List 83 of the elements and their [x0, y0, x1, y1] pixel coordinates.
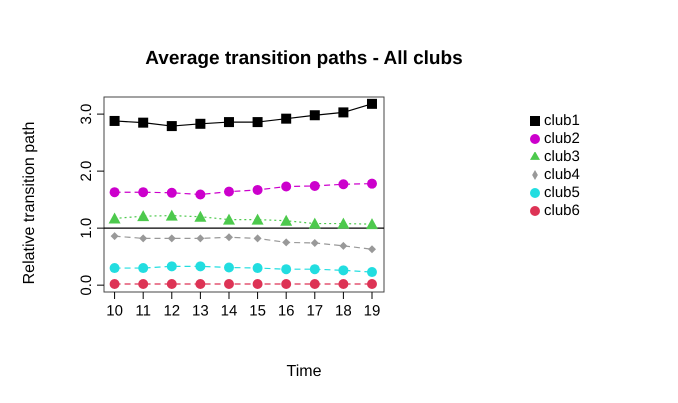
- point: [224, 279, 234, 290]
- point: [366, 279, 377, 290]
- legend-label: club1: [544, 112, 580, 129]
- point: [310, 110, 320, 120]
- point: [138, 263, 148, 274]
- point: [368, 245, 376, 254]
- point: [224, 186, 234, 197]
- x-tick-label: 13: [192, 302, 209, 320]
- point: [138, 187, 148, 198]
- point: [110, 187, 120, 198]
- point: [196, 234, 204, 242]
- legend-label: club6: [544, 202, 580, 219]
- x-tick-label: 12: [163, 302, 180, 320]
- point: [280, 214, 292, 226]
- x-tick-label: 19: [364, 302, 380, 320]
- chart-title: Average transition paths - All clubs: [144, 48, 464, 70]
- point: [110, 263, 120, 274]
- point: [166, 210, 178, 221]
- point: [281, 182, 292, 192]
- point: [195, 261, 206, 272]
- point: [224, 233, 233, 242]
- point: [168, 234, 176, 242]
- x-axis-title: Time: [286, 363, 322, 381]
- point: [339, 242, 348, 250]
- point: [166, 188, 177, 198]
- legend-label: club2: [544, 130, 580, 147]
- point: [138, 118, 148, 128]
- point: [224, 117, 234, 128]
- point: [366, 218, 378, 230]
- point: [252, 279, 263, 290]
- x-tick-label: 15: [249, 302, 266, 320]
- point: [195, 118, 206, 129]
- point: [281, 264, 292, 274]
- point: [110, 232, 119, 240]
- point: [366, 267, 377, 278]
- point: [338, 107, 348, 118]
- point: [338, 265, 348, 276]
- point: [110, 116, 120, 126]
- x-tick-label: 10: [106, 302, 123, 320]
- point: [338, 179, 348, 190]
- point: [252, 214, 264, 225]
- point: [281, 114, 292, 124]
- point: [194, 210, 206, 222]
- point: [110, 279, 120, 290]
- x-tick-label: 11: [135, 302, 151, 320]
- point: [137, 210, 150, 222]
- point: [252, 184, 263, 195]
- y-tick-label: 3.0: [78, 104, 95, 125]
- point: [166, 121, 177, 132]
- legend-label: club4: [544, 166, 580, 183]
- x-tick-label: 16: [278, 302, 295, 320]
- point: [252, 117, 263, 128]
- point: [282, 238, 290, 246]
- point: [252, 263, 263, 274]
- point: [337, 218, 350, 229]
- point: [310, 279, 320, 290]
- point: [108, 212, 121, 224]
- x-tick-label: 18: [335, 302, 352, 320]
- y-axis-title: Relative transition path: [21, 122, 39, 284]
- point: [166, 261, 177, 272]
- point: [138, 279, 148, 290]
- point: [224, 262, 234, 272]
- legend-label: club5: [544, 184, 580, 201]
- point: [254, 234, 262, 242]
- point: [166, 279, 177, 290]
- point: [310, 238, 319, 247]
- x-tick-label: 14: [220, 302, 238, 320]
- point: [338, 279, 348, 290]
- x-tick-label: 17: [306, 302, 324, 320]
- point: [195, 190, 206, 200]
- legend-label: club3: [544, 148, 580, 165]
- point: [308, 218, 321, 229]
- point: [139, 234, 148, 242]
- y-tick-label: 2.0: [78, 160, 95, 182]
- point: [195, 279, 206, 290]
- point: [310, 180, 320, 191]
- point: [366, 98, 377, 109]
- point: [366, 178, 377, 189]
- point: [281, 279, 292, 290]
- y-tick-label: 0.0: [78, 274, 95, 296]
- point: [222, 214, 235, 225]
- y-tick-label: 1.0: [78, 218, 95, 239]
- point: [310, 264, 320, 274]
